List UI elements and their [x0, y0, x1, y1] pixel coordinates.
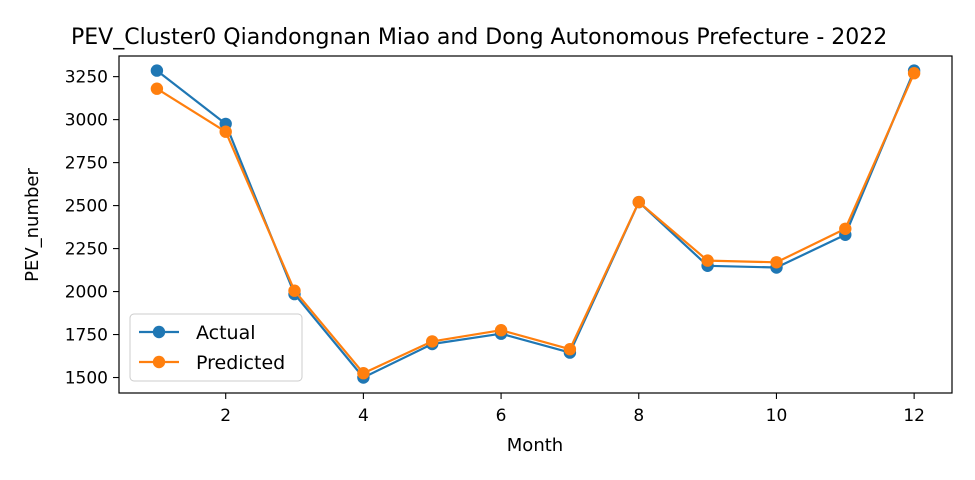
x-axis-label: Month [507, 435, 563, 456]
y-axis-label: PEV_number [22, 168, 43, 282]
data-point [357, 367, 370, 380]
legend-label-predicted: Predicted [196, 352, 285, 374]
x-tick-label: 6 [496, 406, 507, 426]
x-tick-label: 8 [633, 406, 644, 426]
legend-entry-predicted: Predicted [139, 352, 285, 374]
data-point [150, 64, 164, 77]
data-point [288, 284, 301, 297]
x-tick-label: 10 [766, 406, 788, 426]
data-point [839, 222, 852, 235]
x-axis: 2 4 6 8 10 12 [220, 393, 925, 426]
series-line [156, 72, 916, 375]
data-point [701, 254, 714, 267]
data-point [426, 335, 439, 348]
y-tick-label: 2750 [65, 154, 108, 174]
legend-swatch-marker [152, 325, 166, 339]
legend-swatch-marker [152, 355, 166, 369]
data-point [494, 324, 508, 337]
x-tick-label: 4 [358, 406, 369, 426]
data-point [907, 67, 921, 80]
y-tick-label: 2000 [65, 283, 108, 303]
chart-title: PEV_Cluster0 Qiandongnan Miao and Dong A… [71, 25, 887, 50]
data-point [219, 125, 232, 138]
y-tick-label: 2250 [65, 240, 108, 260]
data-point [632, 195, 645, 209]
plot-frame [118, 55, 953, 394]
legend: Actual Predicted [129, 313, 303, 382]
legend-label-actual: Actual [196, 322, 256, 344]
series-predicted [150, 67, 921, 380]
data-point [563, 343, 577, 356]
data-point [150, 82, 164, 95]
series-layer [150, 64, 921, 384]
legend-entry-actual: Actual [139, 322, 256, 344]
y-tick-label: 3000 [65, 111, 108, 131]
data-point [770, 256, 783, 269]
legend-frame [129, 313, 303, 382]
y-tick-label: 1500 [65, 369, 108, 389]
y-tick-label: 1750 [65, 326, 108, 346]
x-tick-label: 12 [903, 406, 925, 426]
y-tick-label: 2500 [65, 197, 108, 217]
y-axis: 1500 1750 2000 2250 2500 2750 3000 3250 [65, 68, 119, 389]
x-tick-label: 2 [220, 406, 231, 426]
y-tick-label: 3250 [65, 68, 108, 88]
